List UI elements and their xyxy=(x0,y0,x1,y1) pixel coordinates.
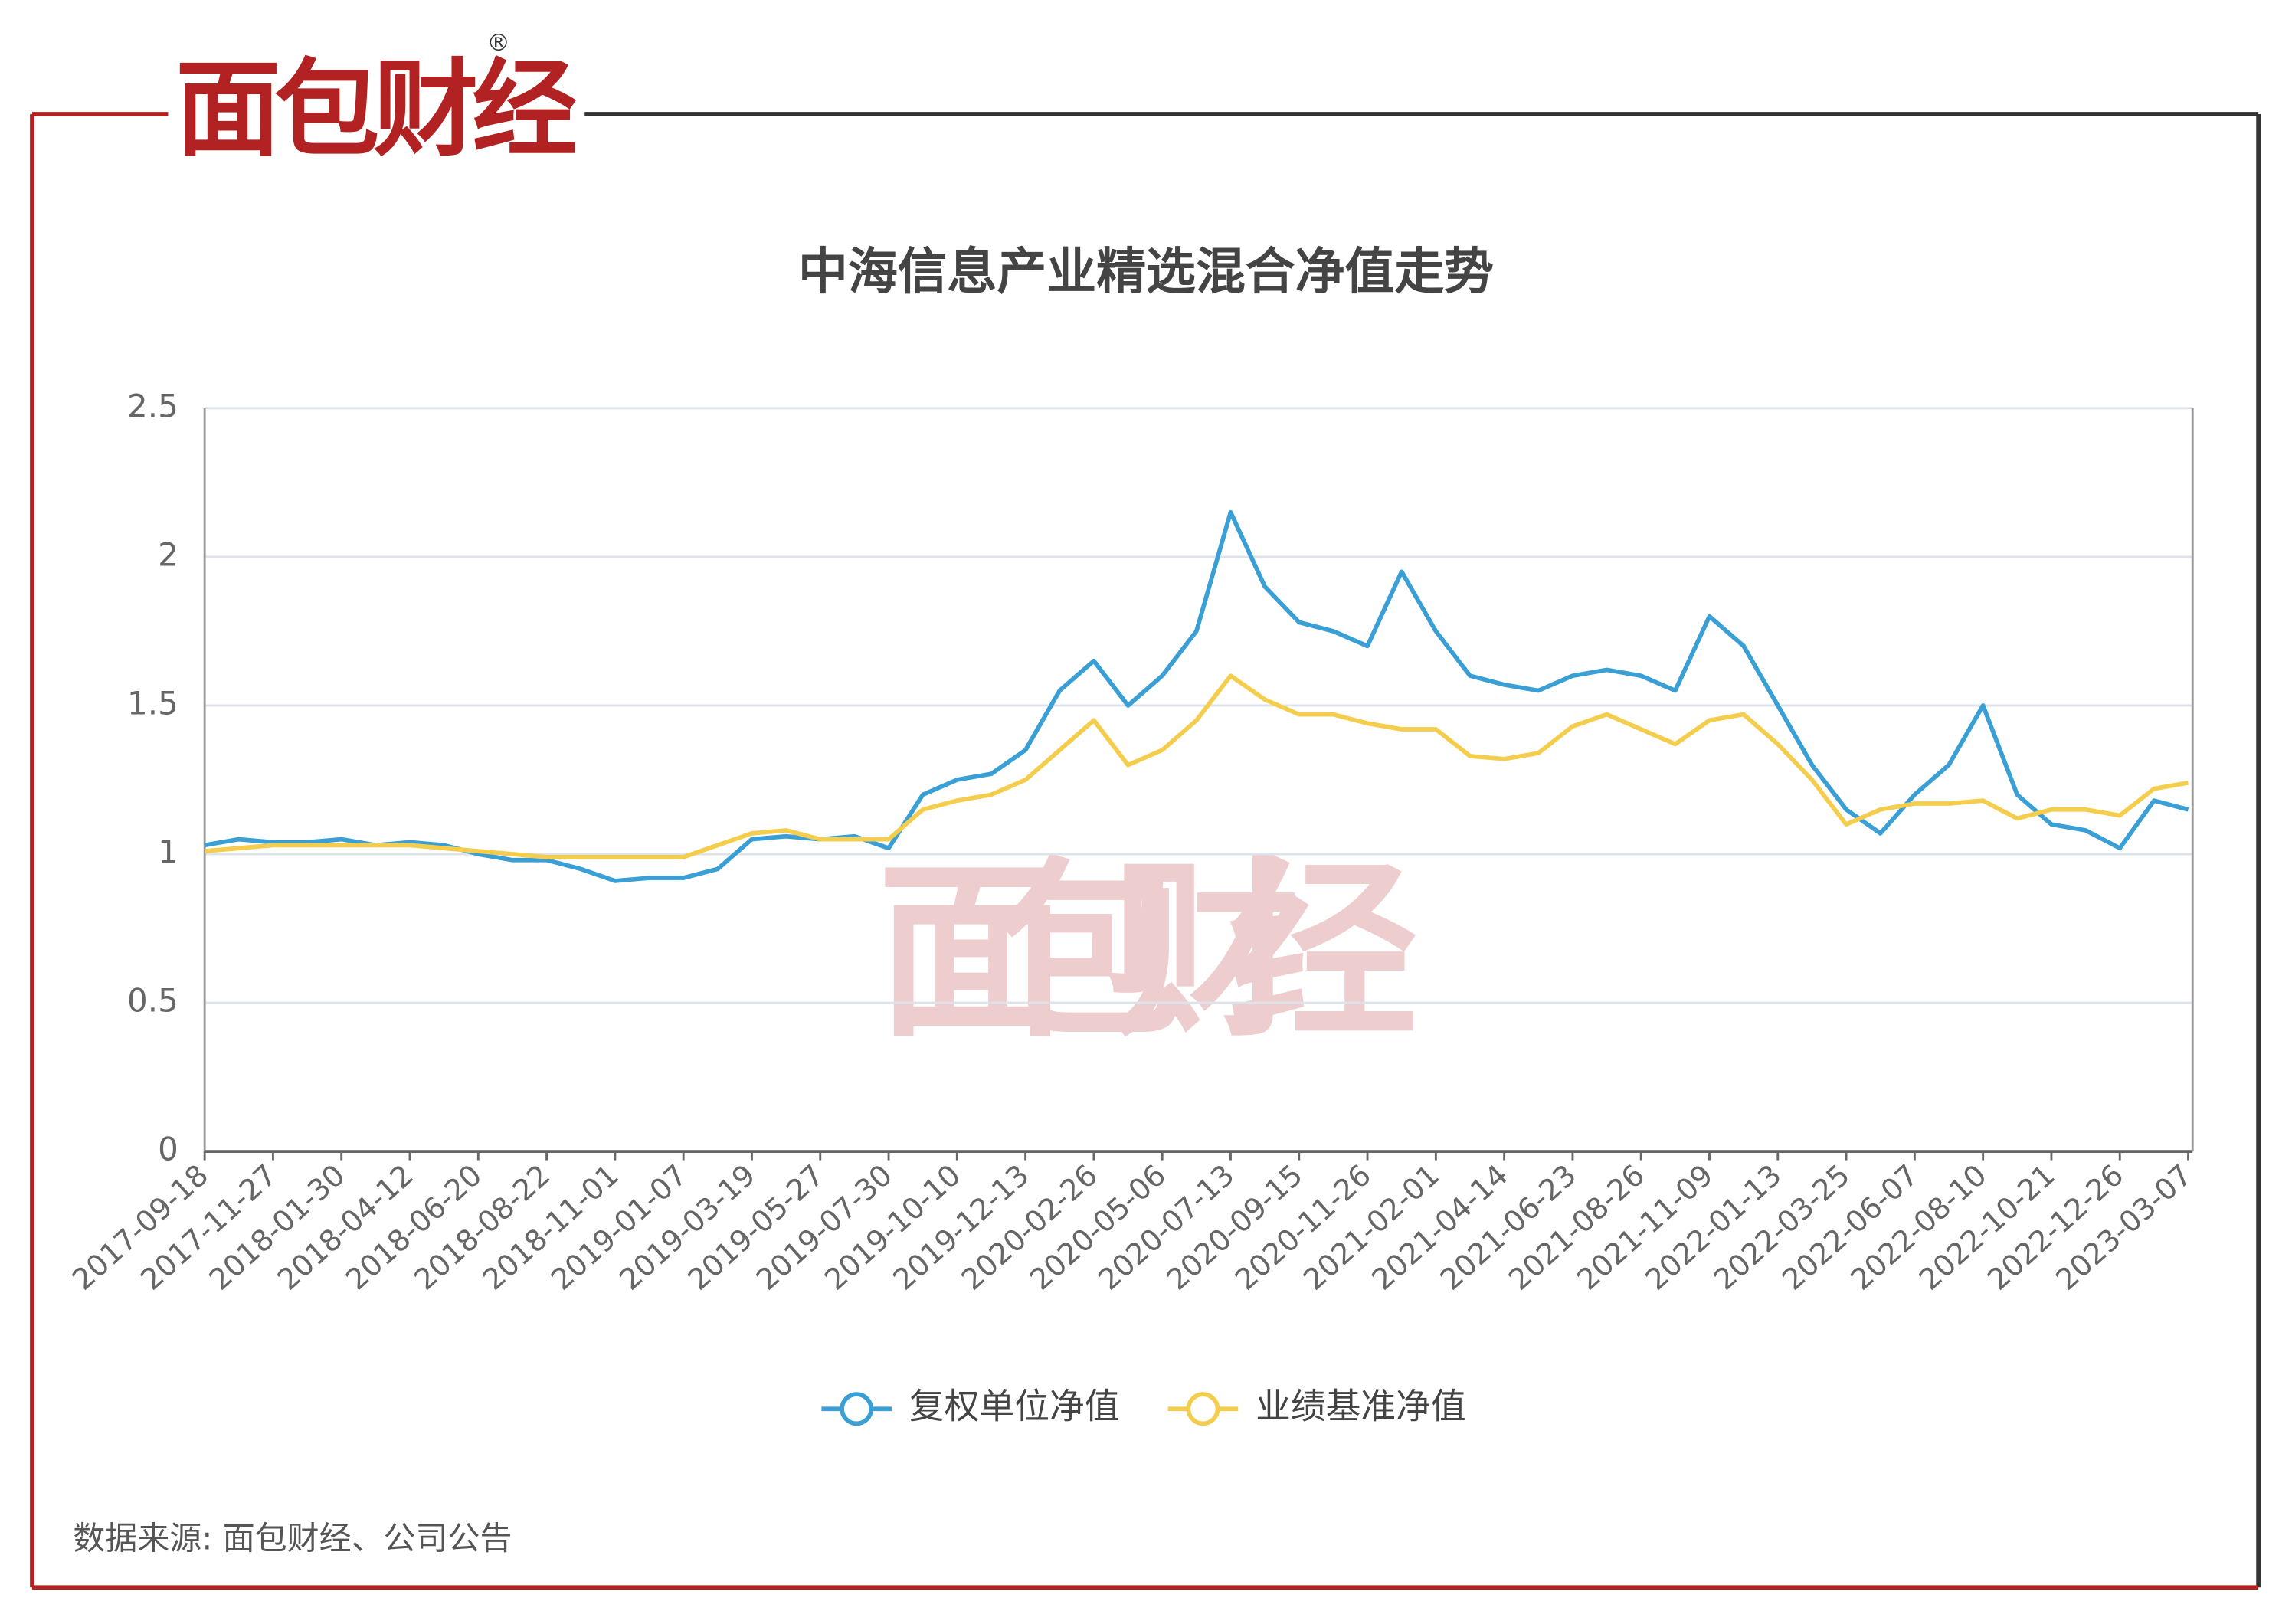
series-line xyxy=(204,509,2189,883)
brand-logo: 面包财经 xyxy=(175,48,578,171)
watermark: 面包财经 xyxy=(877,841,1418,1062)
y-tick-label: 2 xyxy=(158,535,178,573)
legend-label: 业绩基准净值 xyxy=(1256,1386,1466,1427)
chart-title: 中海信息产业精选混合净值走势 xyxy=(798,244,1494,301)
legend-marker xyxy=(1186,1392,1220,1426)
legend-marker xyxy=(840,1392,874,1426)
y-tick-label: 0 xyxy=(158,1131,178,1168)
brand-mark: ® xyxy=(486,30,510,57)
series-line xyxy=(204,673,2189,859)
y-tick-label: 1.5 xyxy=(127,684,178,722)
y-tick-label: 0.5 xyxy=(127,982,178,1020)
legend-label: 复权单位净值 xyxy=(909,1386,1120,1427)
y-tick-label: 1 xyxy=(158,833,178,870)
source-note: 数据来源: 面包财经、公司公告 xyxy=(73,1520,512,1557)
y-tick-label: 2.5 xyxy=(127,387,178,424)
